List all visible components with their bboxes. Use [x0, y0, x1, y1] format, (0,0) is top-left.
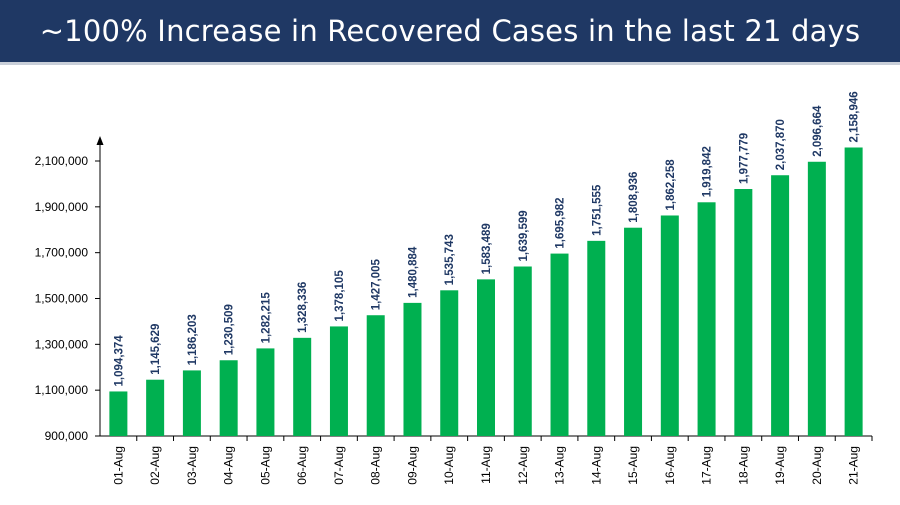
x-tick-label: 04-Aug: [222, 446, 236, 485]
y-tick-label: 1,500,000: [35, 292, 89, 306]
x-tick-label: 05-Aug: [258, 446, 272, 485]
title-bar: ~100% Increase in Recovered Cases in the…: [0, 0, 900, 62]
bar: [844, 147, 863, 436]
x-tick-label: 02-Aug: [148, 446, 162, 485]
data-label: 2,096,664: [812, 105, 824, 157]
bar: [182, 370, 201, 436]
x-tick-label: 13-Aug: [553, 446, 567, 485]
bar: [366, 315, 385, 436]
y-tick-label: 1,700,000: [35, 246, 89, 260]
bar: [697, 202, 716, 436]
data-label: 1,145,629: [150, 324, 162, 375]
x-tick-label: 21-Aug: [847, 446, 861, 485]
y-tick-label: 1,900,000: [35, 200, 89, 214]
data-label: 1,695,982: [555, 197, 567, 248]
y-tick-label: 1,100,000: [35, 383, 89, 397]
x-tick-label: 11-Aug: [479, 446, 493, 484]
y-tick-label: 1,300,000: [35, 337, 89, 351]
y-tick-label: 900,000: [45, 429, 89, 443]
y-tick-label: 2,100,000: [35, 154, 89, 168]
bar: [624, 227, 643, 436]
data-label: 2,158,946: [849, 91, 861, 142]
bar: [513, 266, 532, 436]
data-label: 1,751,555: [591, 184, 603, 236]
data-label: 1,230,509: [224, 304, 236, 355]
bar: [256, 348, 275, 436]
bar: [477, 279, 495, 436]
bar: [403, 302, 422, 436]
x-tick-label: 01-Aug: [111, 446, 125, 485]
data-label: 1,378,105: [334, 270, 346, 322]
title-divider: [0, 62, 900, 65]
x-tick-label: 16-Aug: [663, 446, 677, 485]
data-label: 1,282,215: [260, 292, 272, 344]
data-label: 1,583,489: [481, 223, 493, 274]
x-tick-label: 03-Aug: [185, 446, 199, 485]
bar: [440, 290, 459, 436]
y-axis-arrow: [96, 136, 104, 145]
chart-labels: 01-Aug 1,094,374 02-Aug 1,145,629 03-Aug 1,18…: [111, 91, 860, 484]
data-label: 1,535,743: [444, 234, 456, 285]
x-tick-label: 15-Aug: [626, 446, 640, 485]
bar: [734, 189, 753, 436]
x-tick-label: 19-Aug: [773, 446, 787, 485]
x-tick-label: 06-Aug: [295, 446, 309, 485]
data-label: 1,919,842: [702, 146, 714, 197]
bar: [807, 161, 826, 436]
x-tick-label: 10-Aug: [442, 446, 456, 485]
x-tick-label: 20-Aug: [810, 446, 824, 485]
bar: [771, 175, 790, 436]
bar: [109, 391, 128, 436]
x-tick-label: 12-Aug: [516, 446, 530, 485]
data-label: 1,427,005: [371, 258, 383, 310]
page-title: ~100% Increase in Recovered Cases in the…: [39, 14, 861, 48]
data-label: 1,186,203: [187, 314, 199, 365]
x-tick-label: 14-Aug: [589, 446, 603, 485]
data-label: 1,808,936: [628, 172, 640, 223]
data-label: 1,480,884: [407, 246, 419, 298]
x-tick-label: 08-Aug: [369, 446, 383, 485]
bar: [146, 379, 165, 436]
bar: [293, 337, 312, 436]
data-label: 1,328,336: [297, 282, 309, 333]
data-label: 1,639,599: [518, 210, 530, 261]
bar: [660, 215, 679, 436]
data-label: 1,094,374: [113, 335, 125, 387]
x-tick-label: 18-Aug: [736, 446, 750, 485]
chart-bars: [109, 147, 863, 436]
bar: [550, 253, 569, 436]
x-tick-label: 07-Aug: [332, 446, 346, 485]
data-label: 1,862,258: [665, 159, 677, 211]
data-label: 1,977,779: [738, 133, 750, 184]
x-tick-label: 09-Aug: [405, 446, 419, 485]
bar: [329, 326, 348, 436]
x-tick-label: 17-Aug: [700, 446, 714, 485]
bar: [587, 240, 606, 436]
bar: [219, 360, 238, 436]
data-label: 2,037,870: [775, 119, 787, 170]
